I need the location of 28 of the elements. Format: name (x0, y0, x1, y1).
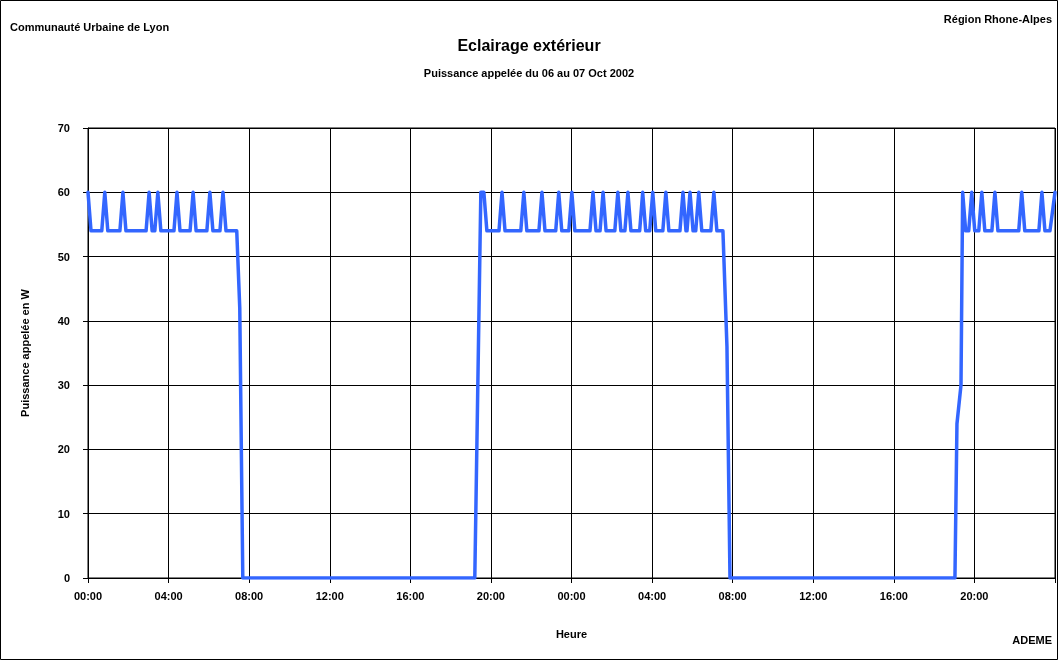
x-tick-label: 16:00 (879, 589, 908, 602)
x-axis-title: Heure (555, 627, 588, 640)
x-tick-label: 20:00 (960, 589, 989, 602)
x-tick-label: 12:00 (799, 589, 828, 602)
text: Communauté Urbaine de Lyon (10, 20, 170, 33)
y-tick-label: 20 (57, 443, 70, 456)
y-tick-label: 60 (57, 186, 70, 199)
y-tick-label: 10 (57, 507, 70, 520)
x-tick-label: 04:00 (638, 589, 667, 602)
x-tick-label: 04:00 (154, 589, 183, 602)
y-tick-label: 30 (57, 379, 70, 392)
y-tick-label: 70 (57, 122, 70, 134)
x-tick-label: 16:00 (396, 589, 425, 602)
x-tick-label: 00:00 (557, 589, 586, 602)
y-tick-label: 40 (57, 314, 70, 327)
x-tick-label: 00:00 (73, 589, 103, 602)
line-series (86, 190, 1057, 580)
x-tick-label: 12:00 (315, 589, 344, 602)
y-tick-label: 0 (63, 572, 70, 584)
chart-subtitle: Puissance appelée du 06 au 07 Oct 2002 (423, 66, 635, 79)
y-axis-title: Puissance appelée en W (18, 288, 31, 417)
x-tick-label: 08:00 (235, 589, 264, 602)
text: ADEME (1012, 633, 1053, 646)
text: Région Rhone-Alpes (943, 12, 1052, 25)
x-tick-label: 20:00 (476, 589, 505, 602)
chart-title: Eclairage extérieur (457, 36, 601, 54)
y-tick-label: 50 (57, 250, 70, 263)
x-tick-label: 08:00 (718, 589, 747, 602)
